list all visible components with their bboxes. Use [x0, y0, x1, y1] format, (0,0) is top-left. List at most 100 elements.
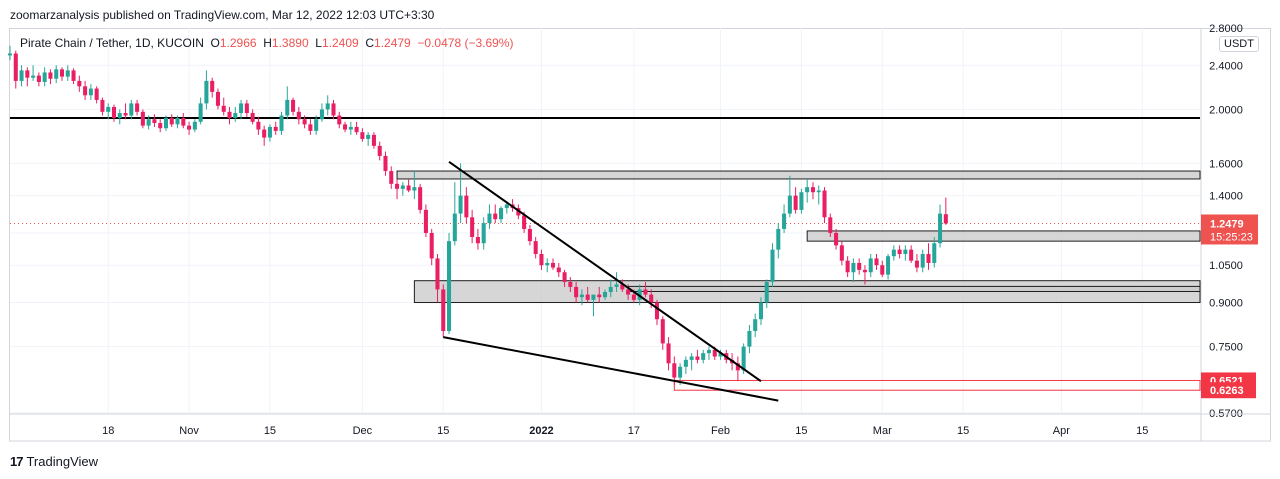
candle-body: [71, 70, 76, 81]
candle-body: [146, 119, 151, 126]
candle-body: [360, 132, 365, 139]
candle-body: [897, 249, 902, 254]
currency-selector[interactable]: USDT: [1219, 36, 1259, 52]
candle-body: [568, 281, 573, 287]
candle-body: [787, 195, 792, 214]
candle-body: [447, 241, 452, 332]
candle-body: [135, 103, 140, 112]
candle-body: [868, 258, 873, 273]
close-value: 1.2479: [374, 36, 411, 50]
candle-body: [793, 195, 798, 210]
candle-body: [377, 145, 382, 156]
candle-body: [169, 118, 174, 125]
candle-body: [932, 243, 937, 263]
symbol-name: Pirate Chain / Tether, 1D, KUCOIN: [20, 36, 204, 50]
candle-body: [163, 118, 168, 129]
candle-body: [59, 69, 65, 77]
candle-body: [400, 185, 405, 189]
candle-body: [65, 70, 70, 77]
candle-body: [256, 121, 261, 130]
candle-body: [54, 69, 59, 79]
candle-body: [834, 232, 839, 246]
candle-body: [614, 284, 619, 287]
candle-body: [325, 103, 330, 110]
candle-body: [527, 228, 532, 242]
candle-body: [291, 99, 296, 112]
candle-body: [319, 109, 324, 120]
candle-body: [799, 192, 804, 210]
candle-body: [481, 223, 486, 244]
candle-body: [579, 294, 584, 298]
candle-body: [435, 258, 440, 290]
y-tick-label: 0.9000: [1209, 298, 1243, 310]
candle-body: [585, 294, 590, 300]
candle-body: [741, 346, 746, 371]
price-label-badge: [1201, 382, 1256, 399]
candle-body: [42, 72, 47, 82]
candle-body: [654, 302, 660, 320]
candle-body: [828, 217, 833, 233]
tradingview-brand: TradingView: [26, 454, 99, 469]
candle-body: [48, 72, 53, 79]
candle-body: [458, 195, 463, 214]
candle-body: [117, 113, 122, 119]
price-label-text: 0.6263: [1210, 385, 1244, 397]
candle-body: [470, 217, 475, 238]
candle-body: [545, 262, 550, 266]
candle-body: [493, 213, 498, 220]
candle-body: [891, 249, 896, 257]
candle-body: [123, 113, 128, 116]
candle-body: [250, 113, 255, 122]
last-price-badge: [1201, 214, 1258, 245]
candle-body: [574, 286, 579, 298]
x-tick-label: Dec: [353, 425, 373, 437]
trendline: [443, 336, 779, 402]
candle-body: [296, 111, 301, 120]
candle-body: [158, 123, 163, 129]
candle-body: [712, 349, 717, 357]
candle-body: [418, 187, 423, 210]
candle-body: [77, 80, 82, 87]
y-tick-label: 1.0500: [1209, 260, 1243, 272]
candle-body: [735, 363, 740, 371]
grid: [10, 28, 1201, 414]
last-price-label: 1.2479: [1210, 218, 1244, 230]
candle-body: [845, 260, 850, 273]
close-label: C: [365, 36, 375, 50]
candle-body: [94, 88, 99, 100]
candle-body: [498, 208, 504, 220]
candle-body: [683, 359, 688, 367]
candle-body: [302, 119, 307, 125]
zone-box: [396, 170, 1201, 180]
x-tick-label: 15: [1136, 425, 1148, 437]
candle-body: [556, 267, 561, 273]
candle-body: [464, 195, 469, 218]
y-tick-label: 2.4000: [1209, 60, 1243, 72]
y-tick-label: 1.4000: [1209, 191, 1243, 203]
candle-body: [348, 126, 353, 130]
low-marker-box: [673, 379, 1201, 391]
candle-body: [770, 249, 775, 282]
candle-body: [198, 103, 203, 122]
candle-body: [273, 126, 278, 131]
candle-body: [441, 289, 446, 332]
x-tick-label: 17: [628, 425, 640, 437]
candle-body: [7, 53, 13, 56]
candle-body: [140, 111, 145, 126]
candle-body: [701, 353, 706, 360]
x-tick-label: 18: [102, 425, 114, 437]
candle-body: [672, 363, 677, 378]
candle-body: [504, 204, 509, 209]
x-tick-label: Nov: [179, 425, 199, 437]
candle-body: [920, 253, 925, 268]
candle-body: [678, 366, 683, 378]
open-label: O: [210, 36, 220, 50]
symbol-legend[interactable]: Pirate Chain / Tether, 1D, KUCOIN O1.296…: [20, 36, 513, 50]
candle-body: [262, 129, 267, 138]
tradingview-logo[interactable]: 17 TradingView: [10, 454, 98, 469]
candle-body: [753, 319, 758, 332]
candle-body: [880, 265, 885, 275]
candle-body: [487, 213, 492, 224]
candle-body: [816, 190, 821, 193]
